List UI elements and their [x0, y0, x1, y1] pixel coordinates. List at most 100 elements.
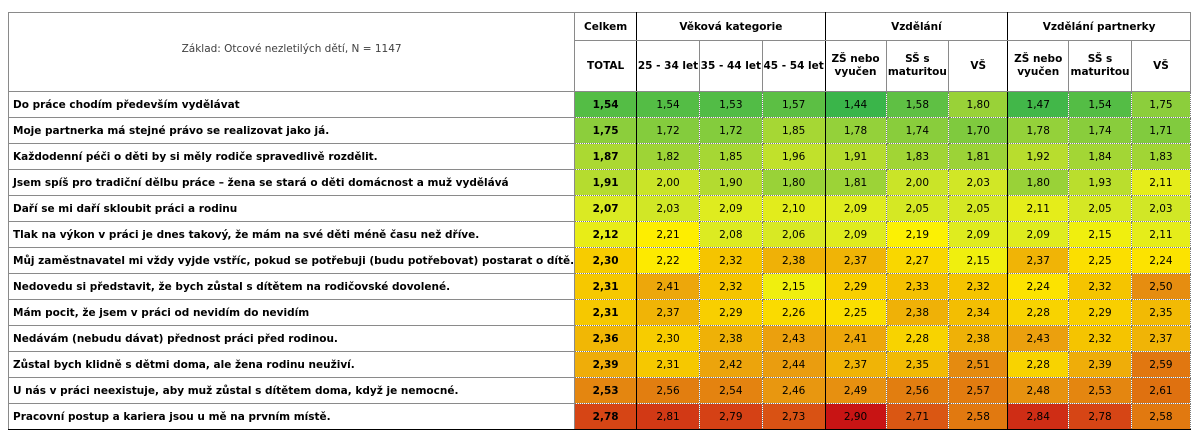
value-cell: 1,83 — [1130, 143, 1191, 170]
group-header-age: Věková kategorie — [636, 12, 826, 41]
total-value-cell: 2,31 — [574, 273, 638, 300]
value-cell: 2,41 — [824, 325, 887, 352]
row-label: Jsem spíš pro tradiční dělbu práce – žen… — [7, 169, 576, 196]
value-cell: 2,37 — [824, 351, 887, 378]
total-value-cell: 2,53 — [574, 377, 638, 404]
value-cell: 1,91 — [824, 143, 887, 170]
value-cell: 1,53 — [698, 91, 763, 118]
row-label: Každodenní péči o děti by si měly rodiče… — [7, 143, 576, 170]
row-label: Nedávám (nebudu dávat) přednost práci př… — [7, 325, 576, 352]
value-cell: 2,00 — [636, 169, 700, 196]
value-cell: 2,25 — [824, 299, 887, 326]
value-cell: 1,72 — [698, 117, 763, 144]
value-cell: 1,85 — [698, 143, 763, 170]
value-cell: 2,56 — [885, 377, 950, 404]
results-table: Základ: Otcové nezletilých dětí, N = 114… — [7, 12, 1191, 430]
value-cell: 2,90 — [824, 403, 887, 430]
value-cell: 2,38 — [885, 299, 950, 326]
value-cell: 2,11 — [1130, 169, 1191, 196]
value-cell: 2,42 — [698, 351, 763, 378]
value-cell: 2,71 — [885, 403, 950, 430]
table-row: Nedávám (nebudu dávat) přednost práci př… — [7, 325, 1191, 352]
value-cell: 1,54 — [636, 91, 700, 118]
value-cell: 2,32 — [1068, 273, 1132, 300]
value-cell: 2,53 — [1068, 377, 1132, 404]
value-cell: 2,31 — [636, 351, 700, 378]
value-cell: 2,43 — [1007, 325, 1070, 352]
value-cell: 1,47 — [1007, 91, 1070, 118]
value-cell: 1,80 — [761, 169, 826, 196]
value-cell: 2,29 — [824, 273, 887, 300]
total-value-cell: 2,07 — [574, 195, 638, 222]
value-cell: 2,22 — [636, 247, 700, 274]
value-cell: 2,09 — [824, 221, 887, 248]
value-cell: 1,74 — [885, 117, 950, 144]
value-cell: 1,57 — [761, 91, 826, 118]
value-cell: 2,09 — [698, 195, 763, 222]
value-cell: 2,25 — [1068, 247, 1132, 274]
value-cell: 2,05 — [948, 195, 1009, 222]
table-row: U nás v práci neexistuje, aby muž zůstal… — [7, 377, 1191, 404]
row-label: U nás v práci neexistuje, aby muž zůstal… — [7, 377, 576, 404]
value-cell: 1,78 — [824, 117, 887, 144]
row-label: Nedovedu si představit, že bych zůstal s… — [7, 273, 576, 300]
row-label: Do práce chodím především vydělávat — [7, 91, 576, 118]
value-cell: 2,79 — [698, 403, 763, 430]
col-header-edu-basic: ZŠ nebo vyučen — [824, 40, 887, 92]
value-cell: 2,15 — [761, 273, 826, 300]
value-cell: 2,37 — [824, 247, 887, 274]
header-row-columns: TOTAL 25 - 34 let 35 - 44 let 45 - 54 le… — [9, 40, 1191, 92]
value-cell: 2,35 — [1130, 299, 1191, 326]
total-value-cell: 2,30 — [574, 247, 638, 274]
value-cell: 2,24 — [1007, 273, 1070, 300]
value-cell: 2,10 — [761, 195, 826, 222]
table-row: Pracovní postup a kariera jsou u mě na p… — [7, 403, 1191, 430]
value-cell: 1,81 — [948, 143, 1009, 170]
value-cell: 2,58 — [948, 403, 1009, 430]
total-value-cell: 1,91 — [574, 169, 638, 196]
value-cell: 1,96 — [761, 143, 826, 170]
row-label: Mám pocit, že jsem v práci od nevidím do… — [7, 299, 576, 326]
value-cell: 2,08 — [698, 221, 763, 248]
value-cell: 2,46 — [761, 377, 826, 404]
value-cell: 2,29 — [1068, 299, 1132, 326]
value-cell: 1,71 — [1130, 117, 1191, 144]
value-cell: 2,26 — [761, 299, 826, 326]
results-table-container: Základ: Otcové nezletilých dětí, N = 114… — [7, 12, 1191, 430]
value-cell: 2,49 — [824, 377, 887, 404]
col-header-partner-edu-basic: ZŠ nebo vyučen — [1007, 40, 1070, 92]
value-cell: 2,81 — [636, 403, 700, 430]
value-cell: 1,74 — [1068, 117, 1132, 144]
value-cell: 2,54 — [698, 377, 763, 404]
value-cell: 2,21 — [636, 221, 700, 248]
header-row-groups: Základ: Otcové nezletilých dětí, N = 114… — [7, 12, 1191, 92]
total-value-cell: 2,31 — [574, 299, 638, 326]
total-value-cell: 2,36 — [574, 325, 638, 352]
value-cell: 2,44 — [761, 351, 826, 378]
value-cell: 2,30 — [636, 325, 700, 352]
table-row: Každodenní péči o děti by si měly rodiče… — [7, 143, 1191, 170]
table-row: Zůstal bych klidně s dětmi doma, ale žen… — [7, 351, 1191, 378]
value-cell: 1,82 — [636, 143, 700, 170]
value-cell: 2,32 — [698, 273, 763, 300]
total-value-cell: 1,54 — [574, 91, 638, 118]
value-cell: 2,37 — [636, 299, 700, 326]
value-cell: 2,03 — [1130, 195, 1191, 222]
value-cell: 2,15 — [948, 247, 1009, 274]
col-header-age-45-54: 45 - 54 let — [761, 40, 826, 92]
value-cell: 2,00 — [885, 169, 950, 196]
total-value-cell: 1,75 — [574, 117, 638, 144]
value-cell: 2,34 — [948, 299, 1009, 326]
value-cell: 1,84 — [1068, 143, 1132, 170]
col-header-edu-university: VŠ — [948, 40, 1009, 92]
table-row: Mám pocit, že jsem v práci od nevidím do… — [7, 299, 1191, 326]
value-cell: 2,61 — [1130, 377, 1191, 404]
value-cell: 2,11 — [1007, 195, 1070, 222]
value-cell: 2,56 — [636, 377, 700, 404]
value-cell: 2,28 — [885, 325, 950, 352]
value-cell: 1,80 — [1007, 169, 1070, 196]
value-cell: 2,43 — [761, 325, 826, 352]
value-cell: 2,27 — [885, 247, 950, 274]
col-header-edu-secondary: SŠ s maturitou — [885, 40, 950, 92]
value-cell: 1,72 — [636, 117, 700, 144]
